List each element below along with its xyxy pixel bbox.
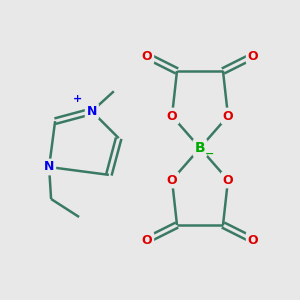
Text: +: + [73, 94, 83, 104]
Text: O: O [167, 173, 177, 187]
Text: O: O [248, 233, 258, 247]
Text: O: O [223, 173, 233, 187]
Text: O: O [142, 233, 152, 247]
Text: O: O [248, 50, 258, 62]
Text: N: N [44, 160, 54, 173]
Text: O: O [167, 110, 177, 122]
Text: B: B [195, 141, 205, 155]
Text: O: O [223, 110, 233, 122]
Text: −: − [205, 149, 215, 159]
Text: O: O [142, 50, 152, 62]
Text: N: N [87, 105, 97, 118]
